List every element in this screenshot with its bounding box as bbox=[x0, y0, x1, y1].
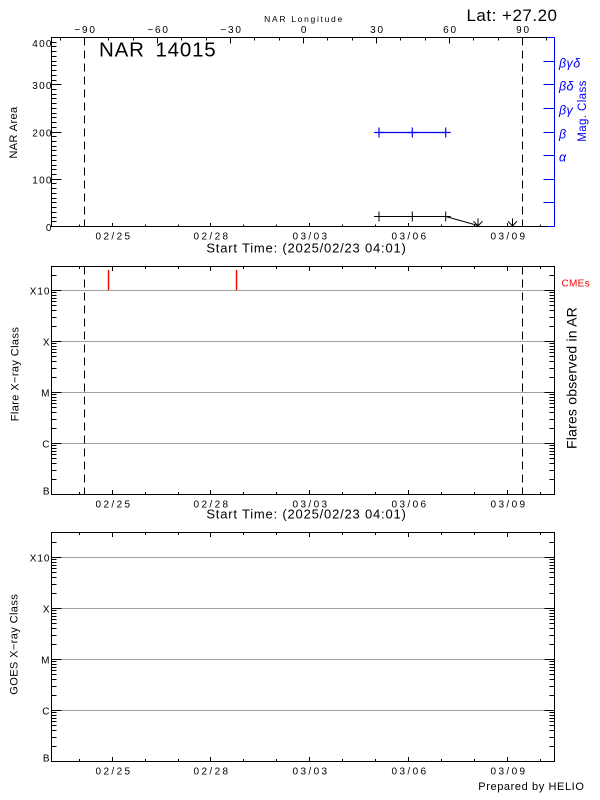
svg-text:βγδ: βγδ bbox=[558, 57, 581, 71]
svg-text:03/09: 03/09 bbox=[490, 500, 527, 511]
svg-text:α: α bbox=[559, 151, 567, 165]
svg-text:Start Time: (2025/02/23 04:01): Start Time: (2025/02/23 04:01) bbox=[206, 507, 406, 522]
svg-text:400: 400 bbox=[32, 39, 53, 50]
svg-text:X: X bbox=[43, 338, 51, 349]
svg-text:X: X bbox=[43, 605, 51, 616]
svg-text:03/06: 03/06 bbox=[391, 500, 428, 511]
svg-text:CMEs: CMEs bbox=[562, 279, 590, 290]
svg-text:GOES X−ray Class: GOES X−ray Class bbox=[9, 594, 21, 695]
svg-text:M: M bbox=[41, 656, 50, 667]
svg-text:C: C bbox=[42, 440, 50, 451]
svg-text:βγ: βγ bbox=[558, 104, 574, 118]
svg-text:03/06: 03/06 bbox=[391, 767, 428, 778]
svg-text:Lat: +27.20: Lat: +27.20 bbox=[466, 6, 557, 25]
svg-text:14015: 14015 bbox=[155, 39, 216, 62]
svg-text:03/03: 03/03 bbox=[292, 500, 329, 511]
svg-text:02/25: 02/25 bbox=[95, 500, 132, 511]
svg-text:02/28: 02/28 bbox=[193, 500, 230, 511]
svg-text:02/25: 02/25 bbox=[95, 232, 132, 243]
svg-text:03/03: 03/03 bbox=[292, 767, 329, 778]
svg-text:300: 300 bbox=[32, 81, 53, 92]
svg-text:C: C bbox=[42, 707, 50, 718]
svg-text:03/09: 03/09 bbox=[490, 767, 527, 778]
svg-text:B: B bbox=[43, 486, 51, 497]
svg-text:200: 200 bbox=[32, 128, 53, 139]
svg-text:0: 0 bbox=[301, 25, 308, 36]
svg-text:−30: −30 bbox=[220, 25, 242, 36]
svg-text:02/28: 02/28 bbox=[193, 767, 230, 778]
svg-text:X10: X10 bbox=[30, 287, 51, 298]
svg-text:03/09: 03/09 bbox=[490, 232, 527, 243]
svg-text:B: B bbox=[43, 753, 51, 764]
svg-text:Flares observed in AR: Flares observed in AR bbox=[564, 307, 580, 449]
svg-text:β: β bbox=[558, 128, 567, 142]
svg-text:Prepared by HELIO: Prepared by HELIO bbox=[478, 781, 584, 793]
svg-text:−90: −90 bbox=[74, 25, 96, 36]
svg-text:0: 0 bbox=[46, 223, 53, 234]
svg-text:Flare X−ray Class: Flare X−ray Class bbox=[10, 327, 22, 422]
svg-text:Start Time: (2025/02/23 04:01): Start Time: (2025/02/23 04:01) bbox=[206, 241, 406, 256]
svg-text:03/06: 03/06 bbox=[391, 232, 428, 243]
svg-text:NAR Longitude: NAR Longitude bbox=[264, 14, 344, 24]
svg-text:100: 100 bbox=[32, 176, 53, 187]
svg-text:βδ: βδ bbox=[558, 80, 575, 94]
svg-text:60: 60 bbox=[443, 25, 458, 36]
svg-text:−60: −60 bbox=[147, 25, 169, 36]
svg-text:03/03: 03/03 bbox=[292, 232, 329, 243]
svg-text:NAR Area: NAR Area bbox=[8, 106, 20, 159]
svg-text:NAR: NAR bbox=[99, 39, 145, 62]
svg-text:02/28: 02/28 bbox=[193, 232, 230, 243]
svg-text:90: 90 bbox=[516, 25, 531, 36]
svg-text:Mag. Class: Mag. Class bbox=[577, 80, 589, 142]
svg-text:30: 30 bbox=[370, 25, 385, 36]
svg-text:02/25: 02/25 bbox=[95, 767, 132, 778]
svg-text:X10: X10 bbox=[30, 554, 51, 565]
svg-text:M: M bbox=[41, 389, 50, 400]
